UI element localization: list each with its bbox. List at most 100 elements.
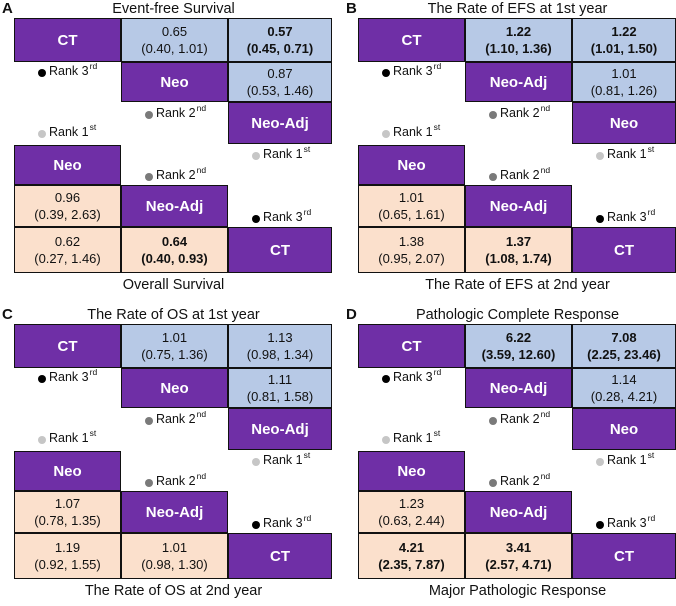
estimate: 1.22 xyxy=(611,24,637,39)
upper-treatment-2: Neo-Adj xyxy=(465,368,572,408)
interval: (0.98, 1.30) xyxy=(141,557,208,572)
lower-treatment-3: CT xyxy=(572,533,676,579)
interval: (0.65, 1.61) xyxy=(378,207,445,222)
lower-cell-3-2: 0.64 (0.40, 0.93) xyxy=(121,227,228,273)
interval: (0.45, 0.71) xyxy=(246,41,314,56)
rank-dot-icon xyxy=(145,479,153,487)
rank-dot-icon xyxy=(382,436,390,444)
rank-dot-icon xyxy=(252,521,260,529)
interval: (0.81, 1.58) xyxy=(246,389,314,404)
lower-cell-2-1: 0.96 (0.39, 2.63) xyxy=(14,185,121,227)
rank-dot-icon xyxy=(489,173,497,181)
upper-cell-1-2: 1.22 (1.10, 1.36) xyxy=(465,18,572,62)
bottom-title: Major Pathologic Response xyxy=(428,583,607,599)
lower-treatment-1: Neo xyxy=(14,451,121,491)
panel-b: B The Rate of EFS at 1st year CT 1.22 (1… xyxy=(346,0,676,300)
estimate: 3.41 xyxy=(505,540,532,555)
upper-treatment-3: Neo xyxy=(572,408,676,450)
lower-cell-3-2: 1.01 (0.98, 1.30) xyxy=(121,533,228,579)
upper-treatment-2: Neo-Adj xyxy=(465,62,572,102)
upper-cell-2-3: 1.01 (0.81, 1.26) xyxy=(572,62,676,102)
panel-letter: B xyxy=(346,0,357,17)
upper-cell-1-2: 6.22 (3.59, 12.60) xyxy=(465,324,572,368)
upper-treatment-3: Neo-Adj xyxy=(228,102,332,144)
panel-d: D Pathologic Complete Response CT 6.22 (… xyxy=(346,306,676,606)
upper-treatment-1: CT xyxy=(358,18,465,62)
rank-dot-icon xyxy=(382,69,390,77)
interval: (0.53, 1.46) xyxy=(246,83,314,98)
estimate: 1.11 xyxy=(267,372,293,387)
top-title: The Rate of OS at 1st year xyxy=(87,307,260,323)
estimate: 7.08 xyxy=(611,330,637,345)
rank-dot-icon xyxy=(145,173,153,181)
estimate: 6.22 xyxy=(505,330,532,345)
interval: (0.81, 1.26) xyxy=(590,83,658,98)
interval: (0.98, 1.34) xyxy=(246,347,314,362)
upper-treatment-3: Neo xyxy=(572,102,676,144)
estimate: 0.62 xyxy=(54,234,81,249)
estimate: 1.14 xyxy=(611,372,637,387)
interval: (0.39, 2.63) xyxy=(34,207,101,222)
estimate: 1.01 xyxy=(161,540,188,555)
rank-dot-icon xyxy=(596,152,604,160)
panel-letter: A xyxy=(2,0,13,17)
lower-cell-3-2: 1.37 (1.08, 1.74) xyxy=(465,227,572,273)
estimate: 0.64 xyxy=(161,234,188,249)
upper-cell-1-3: 1.13 (0.98, 1.34) xyxy=(228,324,332,368)
estimate: 1.37 xyxy=(505,234,532,249)
rank-dot-icon xyxy=(145,111,153,119)
rank-dot-icon xyxy=(489,111,497,119)
lower-treatment-2: Neo-Adj xyxy=(465,185,572,227)
panel-letter: C xyxy=(2,306,13,323)
interval: (0.92, 1.55) xyxy=(34,557,101,572)
interval: (0.40, 0.93) xyxy=(141,251,208,266)
upper-treatment-1: CT xyxy=(14,18,121,62)
estimate: 1.13 xyxy=(267,330,293,345)
rank-dot-icon xyxy=(145,417,153,425)
rank-dot-icon xyxy=(596,215,604,223)
rank-dot-icon xyxy=(382,130,390,138)
upper-cell-1-3: 7.08 (2.25, 23.46) xyxy=(572,324,676,368)
rank-dot-icon xyxy=(596,521,604,529)
rank-dot-icon xyxy=(382,375,390,383)
interval: (0.40, 1.01) xyxy=(141,41,208,56)
rank-dot-icon xyxy=(596,458,604,466)
lower-cell-2-1: 1.01 (0.65, 1.61) xyxy=(358,185,465,227)
upper-cell-1-3: 0.57 (0.45, 0.71) xyxy=(228,18,332,62)
estimate: 1.38 xyxy=(398,234,425,249)
estimate: 0.65 xyxy=(161,24,188,39)
lower-treatment-1: Neo xyxy=(358,145,465,185)
top-title: Pathologic Complete Response xyxy=(415,307,620,323)
upper-cell-1-3: 1.22 (1.01, 1.50) xyxy=(572,18,676,62)
bottom-title: The Rate of EFS at 2nd year xyxy=(425,277,610,293)
lower-treatment-3: CT xyxy=(572,227,676,273)
estimate: 0.57 xyxy=(267,24,293,39)
estimate: 1.01 xyxy=(611,66,637,81)
panel-c: C The Rate of OS at 1st year CT 1.01 (0.… xyxy=(2,306,332,606)
lower-treatment-3: CT xyxy=(228,533,332,579)
interval: (2.25, 23.46) xyxy=(587,347,661,362)
estimate: 1.01 xyxy=(398,190,425,205)
interval: (2.35, 7.87) xyxy=(378,557,445,572)
top-title: The Rate of EFS at 1st year xyxy=(427,1,608,17)
upper-cell-1-2: 0.65 (0.40, 1.01) xyxy=(121,18,228,62)
upper-treatment-3: Neo-Adj xyxy=(228,408,332,450)
rank-dot-icon xyxy=(489,479,497,487)
bottom-title: Overall Survival xyxy=(122,277,225,293)
interval: (0.28, 4.21) xyxy=(590,389,658,404)
lower-cell-3-1: 4.21 (2.35, 7.87) xyxy=(358,533,465,579)
lower-treatment-3: CT xyxy=(228,227,332,273)
